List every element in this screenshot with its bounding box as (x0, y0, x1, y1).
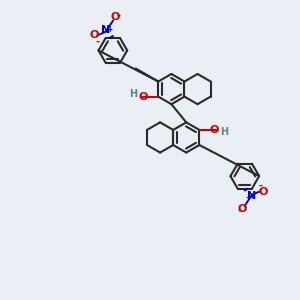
Text: N: N (101, 25, 110, 35)
Text: -: - (238, 206, 242, 216)
Text: N: N (248, 191, 256, 201)
Text: O: O (259, 187, 268, 197)
Text: -: - (95, 36, 99, 46)
Text: O: O (238, 204, 247, 214)
Text: H: H (130, 89, 138, 99)
Text: +: + (106, 25, 113, 34)
Text: H: H (220, 127, 228, 137)
Text: O: O (210, 125, 219, 135)
Text: O: O (90, 30, 99, 40)
Text: O: O (110, 13, 120, 22)
Text: -: - (116, 11, 120, 20)
Text: +: + (245, 193, 251, 202)
Text: -: - (258, 180, 262, 190)
Text: O: O (139, 92, 148, 102)
